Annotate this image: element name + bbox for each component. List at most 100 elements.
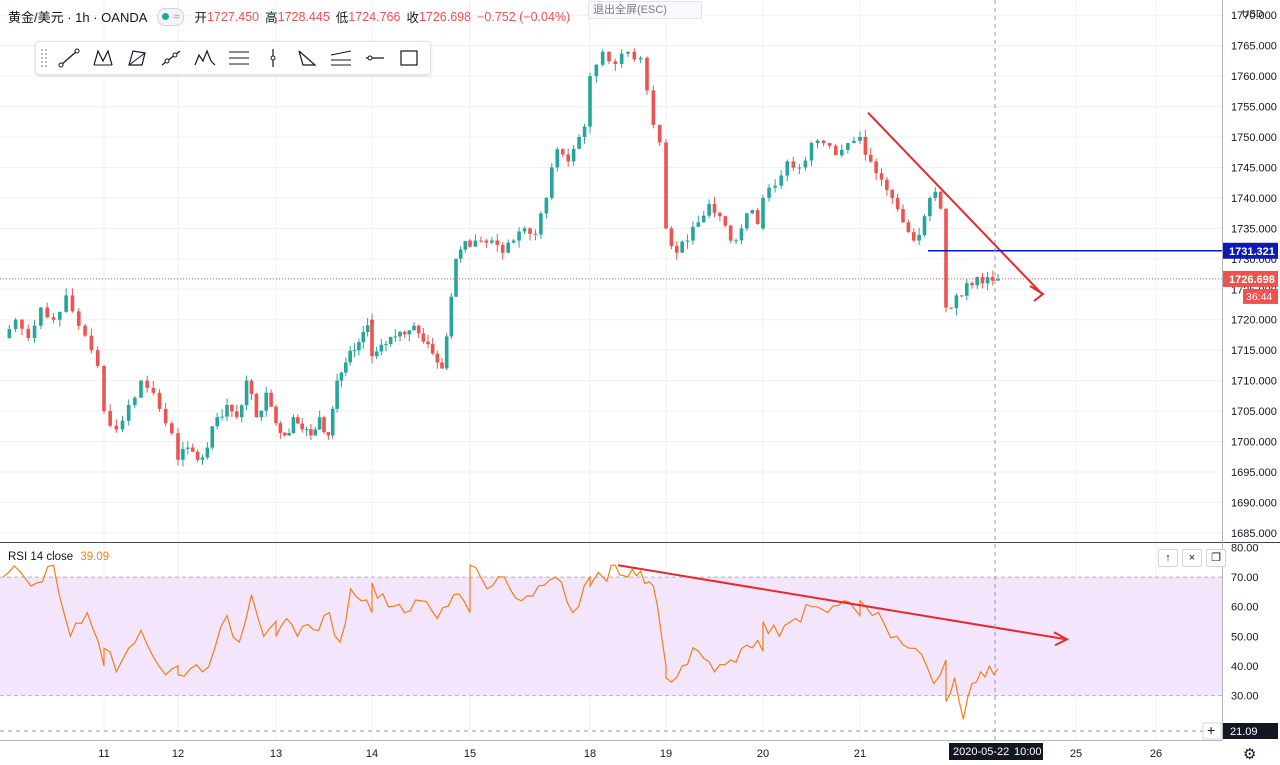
blue-level-tag-bg bbox=[1223, 242, 1278, 259]
rsi-trend-line[interactable] bbox=[617, 564, 1067, 641]
exit-fullscreen-button[interactable]: 退出全屏(ESC) bbox=[588, 1, 702, 19]
close-value: 1726.698 bbox=[418, 9, 472, 24]
vertical-line-tool-button[interactable] bbox=[256, 44, 290, 72]
settings-gear-icon: ⚙ bbox=[1243, 746, 1256, 763]
drawings-layer[interactable] bbox=[0, 0, 1222, 740]
candle-body bbox=[600, 51, 605, 65]
candle-body bbox=[874, 161, 878, 174]
candle-body bbox=[701, 215, 706, 223]
price-tick-label: 1760.000 bbox=[1231, 71, 1277, 83]
candle-body bbox=[933, 191, 938, 198]
pitchfork-tool-button[interactable] bbox=[324, 44, 358, 72]
countdown-bg bbox=[1243, 288, 1278, 304]
candle-body bbox=[632, 51, 637, 60]
candle-body bbox=[139, 380, 143, 398]
candle-body bbox=[588, 106, 592, 127]
trend-line-tool-button[interactable] bbox=[52, 44, 86, 72]
candle-body bbox=[827, 143, 832, 146]
candle-body bbox=[895, 197, 900, 210]
candle-body bbox=[449, 296, 454, 337]
head-shoulders-tool-button[interactable] bbox=[120, 44, 154, 72]
candle-body bbox=[691, 226, 695, 241]
candle-body bbox=[980, 277, 985, 284]
candle-body bbox=[885, 179, 889, 190]
candle-body bbox=[473, 240, 478, 247]
market-status-pill[interactable]: ≈ bbox=[157, 7, 185, 26]
candle-body bbox=[102, 365, 106, 375]
candle-body bbox=[959, 295, 964, 297]
candle-body bbox=[83, 325, 87, 336]
add-indicator-button[interactable] bbox=[1202, 722, 1222, 740]
time-tick-label: 26 bbox=[1150, 748, 1162, 760]
symbol-header: 黄金/美元 · 1h · OANDA ≈ 开 1727.450 高 1728.4… bbox=[8, 7, 570, 26]
candle-body bbox=[344, 362, 348, 373]
rsi-layer bbox=[0, 564, 1222, 720]
candle-body bbox=[619, 53, 624, 64]
price-tick-label: 1695.000 bbox=[1231, 467, 1277, 479]
candle-body bbox=[734, 240, 738, 242]
candle-body bbox=[45, 307, 49, 318]
toolbar-grip-handle[interactable] bbox=[40, 48, 48, 68]
triangle-tool-button[interactable] bbox=[290, 44, 324, 72]
remove-indicator-button[interactable]: × bbox=[1182, 549, 1202, 567]
candle-body bbox=[330, 408, 335, 436]
maximize-pane-button[interactable]: ❐ bbox=[1206, 549, 1226, 567]
candle-body bbox=[468, 240, 472, 247]
rsi-value: 39.09 bbox=[80, 551, 110, 563]
candle-body bbox=[287, 432, 291, 436]
price-trend-line[interactable] bbox=[867, 111, 1043, 295]
market-open-dot bbox=[162, 13, 170, 20]
drawing-toolbar bbox=[35, 41, 431, 75]
candle-body bbox=[190, 447, 195, 452]
candle-body bbox=[582, 126, 587, 138]
candle-body bbox=[755, 210, 760, 224]
candle-body bbox=[416, 325, 421, 334]
candle-body bbox=[32, 325, 37, 338]
parallel-channel-tool-button[interactable] bbox=[222, 44, 256, 72]
candle-body bbox=[522, 228, 527, 232]
elliott-wave-tool-button[interactable] bbox=[188, 44, 222, 72]
candle-body bbox=[102, 374, 106, 412]
candle-body bbox=[773, 185, 777, 188]
candle-body bbox=[846, 143, 850, 150]
candle-body bbox=[791, 161, 796, 168]
candle-body bbox=[517, 231, 521, 241]
last-price-tag-bg bbox=[1223, 270, 1278, 287]
candle-body bbox=[779, 175, 783, 186]
candle-body bbox=[398, 331, 402, 337]
path-tool-button[interactable] bbox=[154, 44, 188, 72]
time-tick-label: 13 bbox=[270, 748, 282, 760]
candle-body bbox=[76, 311, 81, 326]
rsi-tick-label: 60.00 bbox=[1231, 602, 1259, 614]
candle-body bbox=[239, 405, 244, 418]
candle-body bbox=[58, 311, 62, 320]
candle-body bbox=[120, 420, 125, 430]
candle-body bbox=[685, 240, 690, 242]
candle-body bbox=[7, 328, 12, 338]
currency-label: USD bbox=[1242, 9, 1263, 20]
horizontal-ray-tool-button[interactable] bbox=[358, 44, 392, 72]
symbol-title[interactable]: 黄金/美元 · 1h · OANDA bbox=[8, 10, 148, 25]
candle-body bbox=[176, 441, 180, 460]
candle-body bbox=[533, 233, 538, 235]
candle-body bbox=[163, 408, 168, 424]
candle-body bbox=[750, 210, 755, 214]
rsi-tick-label: 30.00 bbox=[1231, 691, 1259, 703]
candle-body bbox=[361, 331, 366, 343]
candle-body bbox=[840, 149, 844, 156]
candle-body bbox=[291, 417, 296, 433]
crosshair-date: 2020-05-22 bbox=[953, 746, 1009, 758]
candle-body bbox=[384, 344, 388, 346]
time-tick-label: 19 bbox=[660, 748, 672, 760]
high-value: 1728.445 bbox=[277, 9, 330, 24]
move-pane-up-button[interactable]: ↑ bbox=[1158, 549, 1178, 567]
candle-body bbox=[108, 411, 112, 426]
parallel-channel-icon bbox=[229, 51, 249, 65]
xabcd-pattern-icon bbox=[93, 49, 113, 66]
xabcd-pattern-tool-button[interactable] bbox=[86, 44, 120, 72]
rectangle-tool-button[interactable] bbox=[392, 44, 426, 72]
price-tick-label: 1710.000 bbox=[1231, 376, 1277, 388]
rsi-legend[interactable]: RSI 14 close 39.09 bbox=[8, 551, 109, 563]
candle-body bbox=[985, 277, 990, 284]
